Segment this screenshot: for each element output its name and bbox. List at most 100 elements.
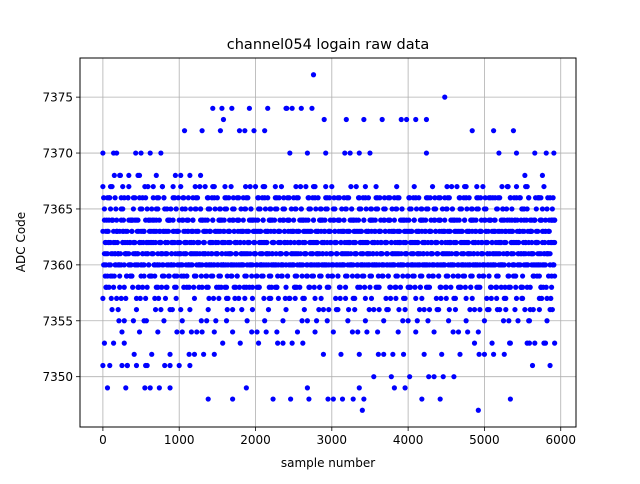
- data-point: [445, 273, 451, 279]
- data-point: [210, 295, 217, 302]
- data-point: [375, 273, 381, 279]
- data-point: [510, 228, 516, 234]
- data-point: [413, 295, 419, 302]
- data-point: [230, 306, 236, 313]
- data-point: [406, 217, 412, 223]
- data-point: [241, 239, 247, 246]
- data-point: [449, 183, 455, 190]
- data-point: [371, 374, 377, 380]
- data-point: [441, 262, 447, 268]
- data-point: [283, 284, 289, 290]
- data-point: [405, 318, 411, 324]
- data-point: [494, 306, 501, 313]
- data-point: [107, 206, 114, 212]
- data-point: [441, 228, 447, 234]
- data-point: [413, 206, 420, 212]
- y-axis-ticks: 7350 7355 7360 7365 7370 7375: [42, 91, 80, 384]
- data-point: [205, 306, 211, 313]
- data-point: [177, 239, 183, 246]
- data-point: [357, 284, 363, 290]
- data-point: [154, 262, 160, 268]
- data-point: [116, 262, 122, 268]
- data-point: [181, 128, 188, 134]
- data-point: [346, 228, 352, 234]
- data-point: [380, 262, 386, 268]
- data-point: [398, 116, 404, 123]
- data-point: [275, 340, 281, 346]
- data-point: [529, 362, 536, 369]
- data-point: [228, 183, 234, 190]
- data-point: [418, 217, 424, 223]
- data-point: [529, 251, 536, 257]
- data-point: [370, 251, 376, 257]
- data-point: [439, 351, 445, 357]
- data-point: [506, 262, 512, 268]
- data-point: [397, 239, 403, 246]
- data-point: [119, 362, 125, 369]
- data-point: [546, 217, 552, 223]
- data-point-outlier: [510, 128, 517, 134]
- data-point: [240, 217, 246, 223]
- data-point: [482, 217, 488, 223]
- data-point: [300, 217, 307, 223]
- data-point: [211, 329, 217, 335]
- data-point: [249, 295, 256, 302]
- data-point: [423, 228, 429, 234]
- data-point: [376, 284, 382, 290]
- data-point: [363, 206, 369, 212]
- data-point: [287, 150, 293, 156]
- x-tick-label: 0: [99, 433, 107, 447]
- data-point: [543, 284, 549, 290]
- data-point: [114, 295, 120, 302]
- data-point: [476, 351, 482, 357]
- data-point: [356, 150, 362, 156]
- data-point: [104, 284, 110, 290]
- data-point: [368, 295, 375, 302]
- data-point: [377, 195, 383, 201]
- data-point: [146, 262, 152, 268]
- data-point: [284, 251, 290, 257]
- data-point: [346, 239, 352, 246]
- data-point: [117, 273, 123, 279]
- y-tick-label: 7350: [42, 370, 73, 384]
- data-point: [180, 195, 186, 201]
- data-point: [217, 128, 224, 134]
- data-points: [100, 72, 558, 413]
- data-point: [115, 306, 121, 313]
- data-point: [471, 306, 478, 313]
- data-point: [178, 273, 185, 279]
- data-point: [442, 217, 448, 223]
- data-point-outlier: [219, 105, 225, 111]
- data-point: [151, 217, 157, 223]
- data-point: [245, 195, 251, 201]
- y-tick-label: 7370: [42, 147, 73, 161]
- data-point: [423, 116, 430, 123]
- data-point: [279, 273, 285, 279]
- data-point: [259, 195, 265, 201]
- data-point: [375, 206, 381, 212]
- data-point-outlier: [507, 396, 513, 402]
- data-point: [267, 217, 273, 223]
- data-point: [323, 251, 330, 257]
- data-point: [387, 195, 393, 201]
- data-point: [309, 105, 315, 111]
- data-point: [147, 150, 153, 156]
- data-point: [226, 195, 232, 201]
- data-point: [396, 195, 402, 201]
- data-point: [110, 284, 117, 290]
- data-point: [385, 306, 391, 313]
- data-point: [231, 228, 237, 234]
- data-point: [333, 239, 339, 246]
- data-point: [270, 239, 276, 246]
- data-point: [262, 206, 269, 212]
- data-point: [316, 306, 322, 313]
- data-point: [534, 239, 540, 246]
- data-point: [304, 262, 310, 268]
- data-point: [183, 251, 189, 257]
- data-point: [114, 217, 120, 223]
- data-point: [489, 239, 495, 246]
- data-point: [450, 273, 456, 279]
- data-point: [249, 329, 255, 335]
- data-point: [490, 251, 496, 257]
- data-point: [475, 329, 481, 335]
